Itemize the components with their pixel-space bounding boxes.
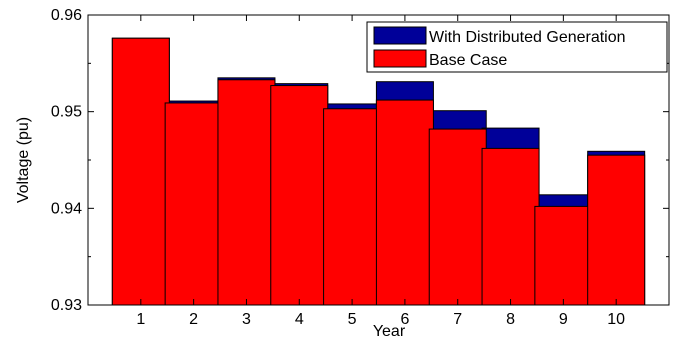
bar-base-5 xyxy=(323,108,382,306)
x-tick-label: 2 xyxy=(189,311,198,328)
x-tick-label: 7 xyxy=(453,311,462,328)
bar-base-3 xyxy=(217,79,276,306)
legend-swatch-base xyxy=(373,49,427,68)
x-tick-label: 5 xyxy=(348,311,357,328)
x-axis-label: Year xyxy=(373,323,406,340)
legend: With Distributed Generation Base Case xyxy=(366,21,668,73)
y-tick-label: 0.96 xyxy=(51,7,82,24)
y-axis-label: Voltage (pu) xyxy=(15,117,32,203)
x-tick-label: 8 xyxy=(506,311,515,328)
bar-base-8 xyxy=(481,147,540,306)
legend-label-dg: With Distributed Generation xyxy=(429,29,626,46)
x-tick-label: 1 xyxy=(136,311,145,328)
x-tick-label: 10 xyxy=(607,311,625,328)
y-tick-label: 0.93 xyxy=(51,297,82,314)
bars-layer xyxy=(111,37,646,306)
y-tick-label: 0.94 xyxy=(51,200,82,217)
bar-base-6 xyxy=(375,99,434,306)
bar-base-7 xyxy=(428,128,487,306)
axis-ticks: 0.93 0.94 0.95 0.96 1 2 3 4 5 6 7 8 9 10 xyxy=(51,7,669,328)
x-tick-label: 9 xyxy=(559,311,568,328)
legend-label-base: Base Case xyxy=(429,52,507,69)
x-tick-label: 3 xyxy=(242,311,251,328)
bar-base-4 xyxy=(270,85,329,306)
bar-base-10 xyxy=(587,154,646,306)
y-tick-label: 0.95 xyxy=(51,104,82,121)
bar-base-1 xyxy=(111,37,170,306)
legend-swatch-dg xyxy=(373,26,427,45)
bar-base-9 xyxy=(534,205,593,306)
bar-base-2 xyxy=(164,102,223,306)
x-tick-label: 6 xyxy=(400,311,409,328)
x-tick-label: 4 xyxy=(295,311,304,328)
